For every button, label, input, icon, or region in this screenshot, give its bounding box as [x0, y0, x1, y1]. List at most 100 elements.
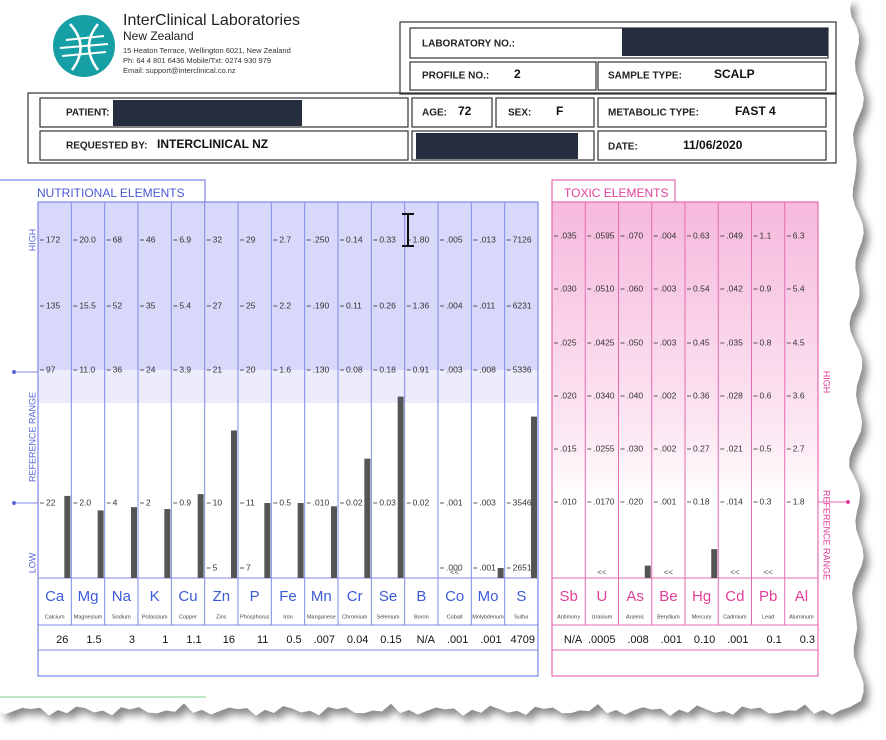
element-name: Potassium	[142, 614, 168, 620]
logo	[52, 12, 116, 77]
field-value: INTERCLINICAL NZ	[157, 137, 268, 151]
text-cursor	[402, 213, 414, 247]
tick-label: .010	[313, 497, 330, 507]
tick-label: 3.9	[179, 364, 191, 374]
element-name: Aluminum	[789, 614, 814, 620]
element-symbol: Mn	[311, 588, 332, 605]
tick-label: 68	[113, 234, 123, 244]
tick-label: 0.02	[413, 497, 430, 507]
tick-label: .011	[479, 300, 495, 310]
tick-label: 3.6	[793, 390, 805, 400]
tick-label: .250	[313, 234, 330, 244]
result-bar	[397, 396, 404, 578]
tick-label: 5.4	[793, 283, 805, 293]
field-label: SAMPLE TYPE:	[608, 71, 682, 82]
tick-label: 7126	[513, 234, 532, 244]
result-value: .001	[727, 634, 748, 646]
result-value: .0005	[588, 634, 616, 646]
result-value: 3	[129, 634, 135, 646]
field-label: DATE:	[608, 142, 638, 153]
result-value: N/A	[417, 634, 436, 646]
tick-label: 97	[46, 364, 56, 374]
tick-label: .015	[560, 443, 577, 453]
tick-label: 32	[213, 234, 223, 244]
element-symbol: Cd	[725, 588, 744, 605]
element-symbol: Pb	[759, 588, 777, 605]
tick-label: 0.08	[346, 364, 363, 374]
tick-label: .004	[446, 300, 463, 310]
result-bar	[64, 495, 71, 578]
result-value: 1	[162, 634, 168, 646]
tick-label: .020	[627, 496, 644, 506]
below-range-flag: <<	[763, 568, 773, 577]
tick-label: .004	[660, 230, 677, 240]
result-value: 4709	[511, 634, 535, 646]
tick-label: 0.8	[760, 337, 772, 347]
field-value: F	[556, 104, 563, 118]
element-name: Sulfur	[514, 614, 529, 620]
tick-label: .0510	[593, 283, 615, 293]
tick-label: 0.33	[379, 234, 396, 244]
element-columns: 1721359722CaCalcium2620.015.511.02.0MgMa…	[40, 202, 815, 646]
tick-label: 0.36	[693, 390, 710, 400]
field-value: 11/06/2020	[683, 138, 743, 152]
field-value: 72	[458, 104, 472, 118]
tick-label: 0.91	[413, 364, 430, 374]
tick-label: 0.54	[693, 283, 710, 293]
result-bar	[164, 509, 171, 578]
tick-label: 0.45	[693, 337, 710, 347]
result-value: .007	[314, 634, 335, 646]
field-label: AGE:	[422, 108, 447, 119]
element-name: Cobalt	[447, 614, 463, 620]
tick-label: .0425	[593, 337, 615, 347]
result-bar	[231, 430, 237, 578]
tick-label: 27	[213, 300, 223, 310]
element-symbol: Mo	[478, 588, 499, 605]
tick-label: 0.26	[379, 300, 396, 310]
result-value: 0.10	[694, 634, 715, 646]
element-symbol: S	[516, 588, 526, 605]
tick-label: .040	[627, 390, 644, 400]
tick-label: .001	[446, 497, 463, 507]
element-symbol: Mg	[78, 588, 99, 605]
tick-label: .020	[560, 390, 577, 400]
result-bar	[197, 494, 204, 578]
element-symbol: Sb	[559, 588, 577, 605]
element-symbol: P	[250, 588, 260, 605]
result-value: 0.04	[347, 634, 368, 646]
tick-label: 25	[246, 300, 256, 310]
result-value: 0.5	[286, 634, 301, 646]
tick-label: 21	[213, 364, 223, 374]
tick-label: 6.3	[793, 230, 805, 240]
field-label: REQUESTED BY:	[66, 141, 148, 152]
tick-label: 1.1	[760, 230, 772, 240]
tick-label: 0.9	[179, 497, 191, 507]
tick-label: 1.36	[413, 300, 430, 310]
tick-label: 20	[246, 364, 256, 374]
result-value: 26	[56, 634, 68, 646]
element-symbol: As	[626, 588, 644, 605]
tick-label: .042	[726, 283, 743, 293]
tick-label: 46	[146, 234, 156, 244]
tick-label: .008	[479, 364, 496, 374]
address-line: Email: support@interclinical.co.nz	[123, 66, 236, 75]
tick-label: 2.0	[79, 497, 91, 507]
tick-label: .021	[726, 443, 743, 453]
company-name: InterClinical Laboratories	[123, 12, 300, 29]
tick-label: 6231	[513, 300, 532, 310]
tick-label: .050	[627, 337, 644, 347]
result-value: 1.5	[86, 634, 101, 646]
tick-label: 35	[146, 300, 156, 310]
element-symbol: Co	[445, 588, 464, 605]
tick-label: 5336	[513, 364, 532, 374]
tick-label: 0.6	[760, 390, 772, 400]
element-symbol: Hg	[692, 588, 711, 605]
side-label: REFERENCE RANGE	[822, 490, 832, 580]
side-label: REFERENCE RANGE	[27, 392, 37, 482]
result-value: 0.1	[766, 634, 781, 646]
tick-label: 0.03	[379, 497, 396, 507]
tick-label: .002	[660, 443, 677, 453]
tick-label: 0.9	[760, 283, 772, 293]
element-symbol: Cu	[178, 588, 197, 605]
tick-label: 2.2	[279, 300, 291, 310]
